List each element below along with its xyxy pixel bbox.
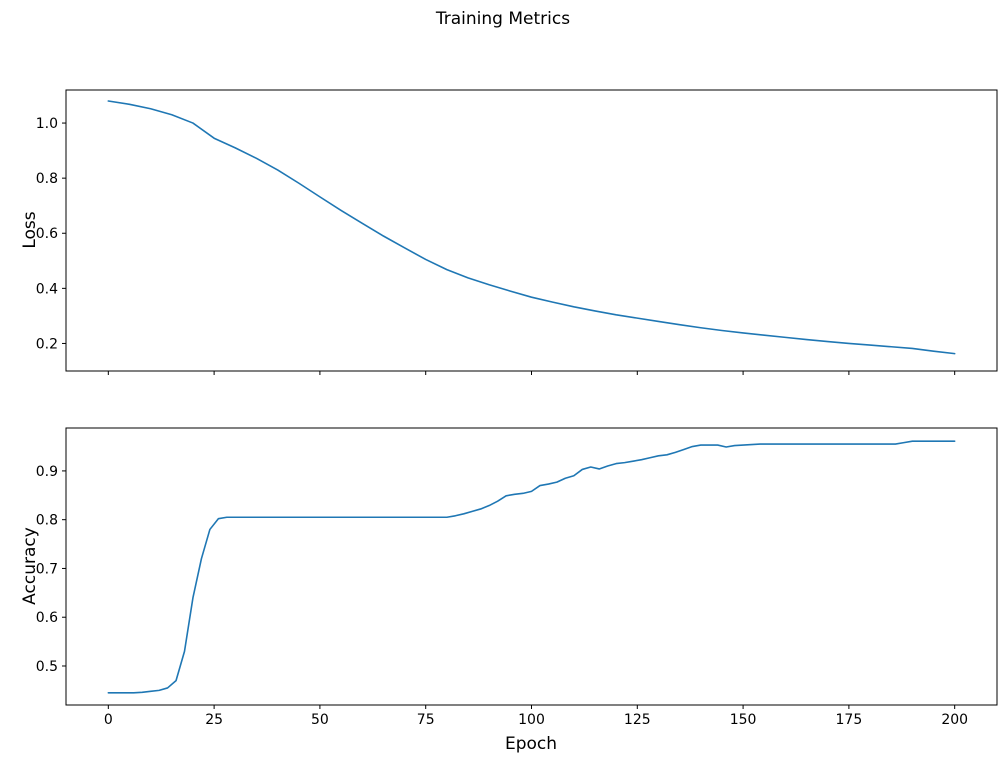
x-tick-label: 125 [624, 712, 651, 728]
x-axis-ticks: 0 25 50 75 100 125 150 175 200 [104, 705, 968, 728]
loss-plot: 0.2 0.4 0.6 0.8 1.0 [36, 89, 998, 375]
x-tick-label: 75 [417, 712, 435, 728]
y-tick-label: 0.6 [36, 226, 58, 242]
x-tick-label: 0 [104, 712, 113, 728]
figure-title: Training Metrics [435, 9, 571, 29]
x-tick-label: 175 [836, 712, 863, 728]
loss-ylabel: Loss [20, 211, 40, 249]
y-tick-label: 0.7 [36, 561, 58, 577]
y-tick-label: 0.8 [36, 171, 58, 187]
accuracy-line [107, 440, 956, 694]
accuracy-ylabel: Accuracy [20, 527, 40, 605]
x-tick-label: 200 [941, 712, 968, 728]
y-axis-ticks: 0.2 0.4 0.6 0.8 1.0 [36, 116, 66, 352]
epoch-xlabel: Epoch [504, 734, 558, 754]
x-tick-label: 150 [730, 712, 757, 728]
x-axis-ticks [107, 371, 956, 375]
x-tick-label: 25 [205, 712, 223, 728]
x-tick-label: 100 [518, 712, 545, 728]
plot-border [65, 427, 998, 706]
y-tick-label: 0.6 [36, 610, 58, 626]
y-tick-label: 0.8 [36, 513, 58, 529]
y-tick-label: 0.4 [36, 281, 58, 297]
y-tick-label: 1.0 [36, 116, 58, 132]
y-tick-label: 0.5 [36, 659, 58, 675]
y-tick-label: 0.9 [36, 464, 58, 480]
loss-line [107, 100, 956, 355]
x-tick-label: 50 [311, 712, 329, 728]
accuracy-plot: 0.5 0.6 0.7 0.8 0.9 0 25 50 75 100 125 150 175 200 [36, 427, 998, 728]
y-tick-label: 0.2 [36, 336, 58, 352]
y-axis-ticks: 0.5 0.6 0.7 0.8 0.9 [36, 464, 66, 675]
